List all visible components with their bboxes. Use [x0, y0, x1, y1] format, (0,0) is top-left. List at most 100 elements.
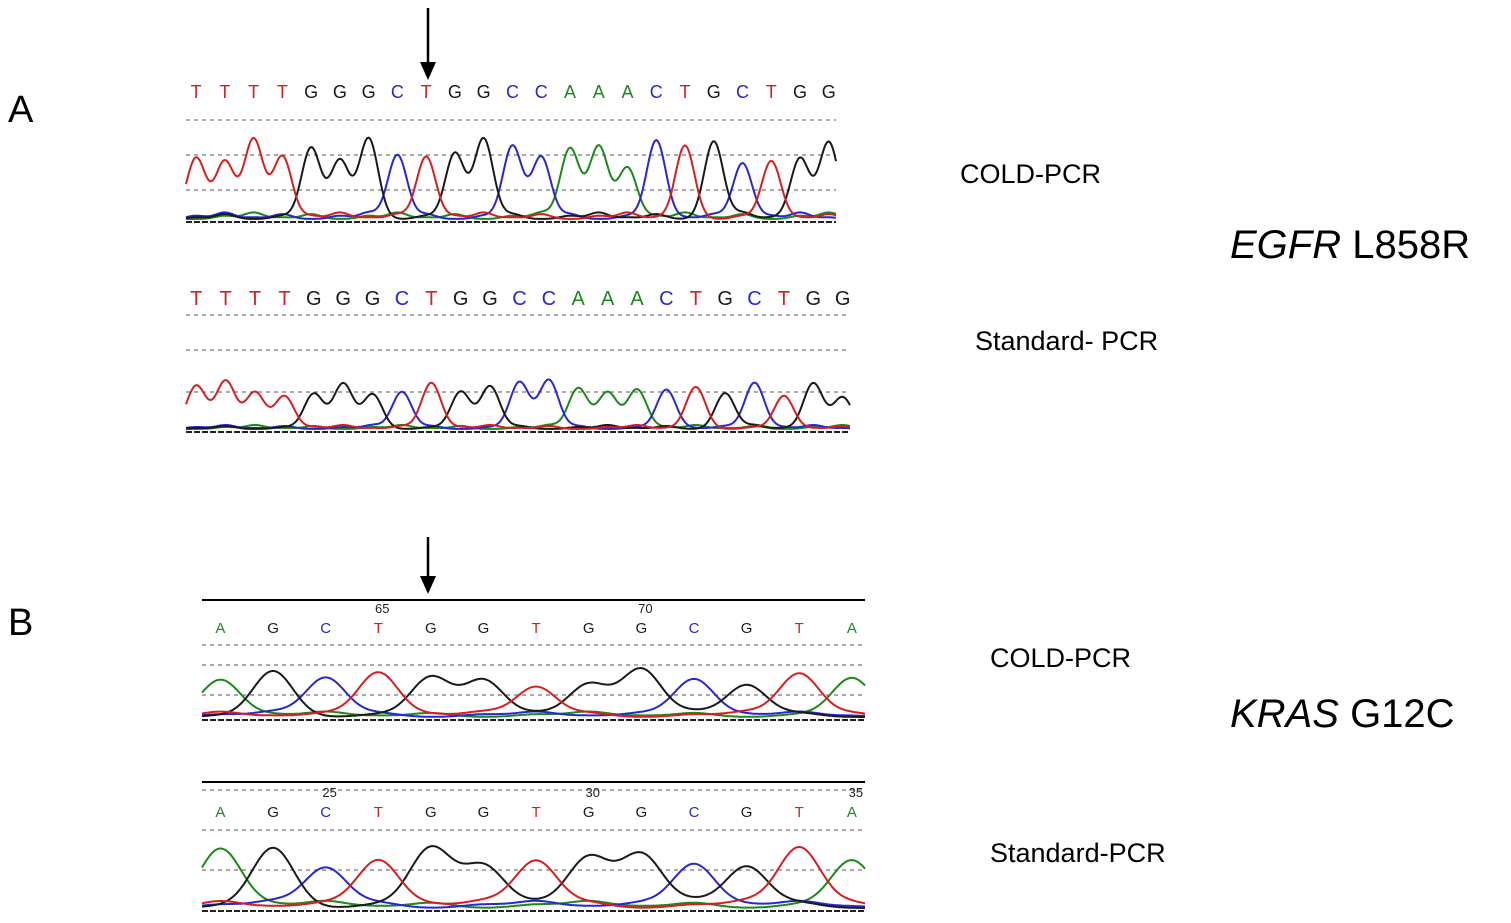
- gene-name-egfr: EGFR: [1230, 223, 1341, 267]
- base-call: A: [630, 288, 644, 310]
- trace-A: [201, 676, 866, 718]
- track-label-egfr-cold: COLD-PCR: [960, 159, 1101, 189]
- gene-label-kras: KRAS G12C: [1230, 692, 1455, 736]
- base-call: G: [425, 620, 437, 637]
- base-call: T: [219, 82, 230, 102]
- base-call: T: [795, 804, 804, 821]
- trace-C: [201, 862, 866, 909]
- trace-T: [201, 671, 866, 718]
- base-call: C: [320, 620, 331, 637]
- base-call: G: [583, 620, 595, 637]
- trace-C: [185, 378, 850, 431]
- base-call: C: [542, 288, 556, 310]
- chromatogram-kras-cold: A G C T G G T G G C G T A 65 70: [201, 599, 866, 721]
- trace-T: [185, 379, 851, 431]
- base-call: G: [306, 288, 322, 310]
- base-call: T: [680, 82, 691, 102]
- position-number: 70: [638, 601, 652, 616]
- base-call: G: [448, 82, 462, 102]
- base-call: G: [636, 804, 648, 821]
- trace-G: [185, 136, 837, 220]
- position-number: 65: [375, 601, 389, 616]
- base-call: G: [583, 804, 595, 821]
- base-call: T: [532, 620, 541, 637]
- base-call: G: [707, 82, 721, 102]
- base-call: A: [847, 804, 857, 821]
- base-call: G: [267, 804, 279, 821]
- trace-G: [201, 845, 865, 909]
- trace-T: [201, 845, 866, 909]
- base-call: G: [478, 804, 490, 821]
- base-call: A: [572, 288, 586, 310]
- base-call: C: [506, 82, 519, 102]
- track-label-kras-standard: Standard-PCR: [990, 838, 1166, 868]
- arrow-b: [420, 537, 436, 594]
- base-call: T: [532, 804, 541, 821]
- base-call: G: [717, 288, 733, 310]
- base-call: T: [278, 288, 290, 310]
- base-call: A: [564, 82, 576, 102]
- base-call: G: [793, 82, 807, 102]
- base-call: A: [601, 288, 615, 310]
- position-number: 25: [322, 785, 336, 800]
- base-call: C: [391, 82, 404, 102]
- base-call: A: [593, 82, 605, 102]
- base-call: G: [453, 288, 469, 310]
- base-call: G: [304, 82, 318, 102]
- base-call: G: [425, 804, 437, 821]
- base-call: C: [689, 804, 700, 821]
- gene-name-kras: KRAS: [1230, 692, 1339, 736]
- base-call: T: [277, 82, 288, 102]
- arrow-a: [420, 8, 436, 80]
- base-call: G: [741, 620, 753, 637]
- base-call: G: [333, 82, 347, 102]
- base-call: C: [689, 620, 700, 637]
- base-call: A: [847, 620, 857, 637]
- base-call: T: [374, 620, 383, 637]
- base-call: G: [335, 288, 351, 310]
- base-call: G: [805, 288, 821, 310]
- base-call: C: [650, 82, 663, 102]
- trace-A: [201, 847, 866, 909]
- base-call: C: [659, 288, 673, 310]
- chromatogram-kras-standard: A G C T G G T G G C G T A 25 30 35: [201, 781, 866, 912]
- mutation-kras: G12C: [1350, 692, 1455, 736]
- base-call: C: [320, 804, 331, 821]
- base-call: T: [766, 82, 777, 102]
- base-call: T: [795, 620, 804, 637]
- base-call: C: [736, 82, 749, 102]
- panel-label-b: B: [8, 602, 33, 644]
- trace-T: [185, 136, 837, 220]
- base-call: G: [835, 288, 851, 310]
- base-call: C: [535, 82, 548, 102]
- base-call: G: [636, 620, 648, 637]
- base-call: A: [215, 804, 225, 821]
- base-call: A: [621, 82, 633, 102]
- trace-C: [185, 138, 837, 220]
- base-call: T: [421, 82, 432, 102]
- base-call: T: [248, 82, 259, 102]
- base-call: A: [215, 620, 225, 637]
- base-call: T: [220, 288, 232, 310]
- base-call: T: [374, 804, 383, 821]
- base-call: G: [362, 82, 376, 102]
- base-call: G: [741, 804, 753, 821]
- trace-G: [202, 667, 865, 718]
- base-call: G: [478, 620, 490, 637]
- base-call: T: [190, 288, 202, 310]
- track-label-kras-cold: COLD-PCR: [990, 643, 1131, 673]
- panel-label-a: A: [8, 89, 34, 131]
- base-call: T: [690, 288, 702, 310]
- base-call: G: [365, 288, 381, 310]
- base-call: G: [482, 288, 498, 310]
- base-call: G: [267, 620, 279, 637]
- track-label-egfr-standard: Standard- PCR: [975, 326, 1158, 356]
- base-call: T: [778, 288, 790, 310]
- base-call: C: [747, 288, 761, 310]
- base-call: T: [191, 82, 202, 102]
- trace-G: [185, 381, 851, 430]
- position-number: 30: [586, 785, 600, 800]
